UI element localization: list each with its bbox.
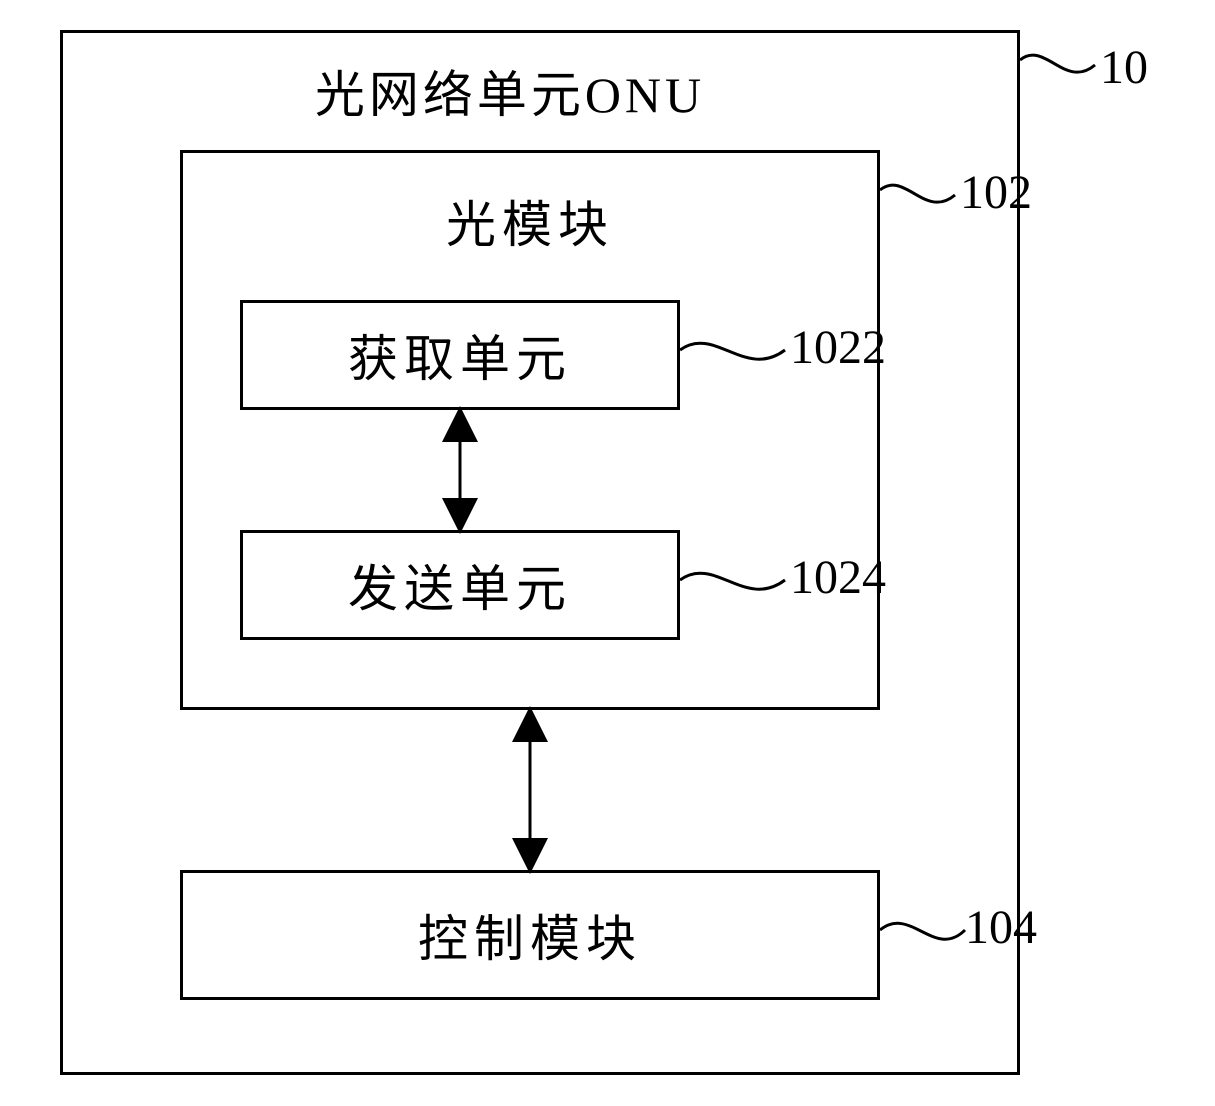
send-unit-box: 发送单元	[240, 530, 680, 640]
diagram-canvas: 光网络单元ONU 光模块 获取单元 发送单元 控制模块 10 102 1022 …	[0, 0, 1215, 1106]
leader-10	[1020, 55, 1095, 72]
control-module-label: 控制模块	[418, 899, 642, 971]
ref-1022: 1022	[790, 320, 886, 375]
onu-title: 光网络单元ONU	[250, 55, 770, 127]
ref-1024: 1024	[790, 550, 886, 605]
optical-module-label: 光模块	[390, 185, 670, 257]
ref-102: 102	[960, 165, 1032, 220]
control-module-box: 控制模块	[180, 870, 880, 1000]
send-unit-label: 发送单元	[348, 549, 572, 621]
ref-104: 104	[965, 900, 1037, 955]
acquire-unit-label: 获取单元	[348, 319, 572, 391]
ref-10: 10	[1100, 40, 1148, 95]
acquire-unit-box: 获取单元	[240, 300, 680, 410]
